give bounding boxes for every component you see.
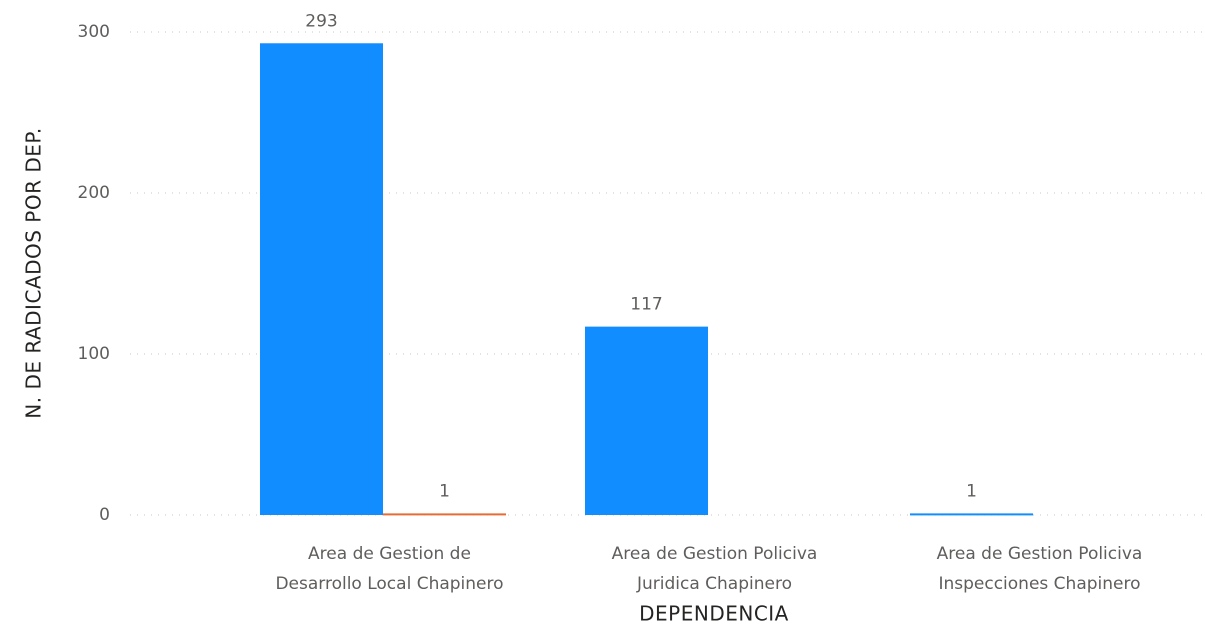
x-tick-label: Area de Gestion de: [308, 544, 471, 564]
bar: [585, 326, 708, 515]
y-tick-label: 200: [78, 183, 110, 203]
data-label: 1: [439, 481, 450, 501]
x-tick-label: Inspecciones Chapinero: [938, 574, 1140, 594]
data-label: 1: [966, 481, 977, 501]
bar: [383, 513, 506, 516]
x-tick-label: Area de Gestion Policiva: [937, 544, 1143, 564]
bar: [260, 43, 383, 516]
x-tick-label: Juridica Chapinero: [636, 574, 792, 594]
y-tick-label: 300: [78, 22, 110, 42]
y-axis-title: N. DE RADICADOS POR DEP.: [22, 127, 46, 418]
y-tick-label: 0: [99, 505, 110, 525]
x-tick-label: Desarrollo Local Chapinero: [275, 574, 503, 594]
y-tick-label: 100: [78, 344, 110, 364]
data-label: 293: [305, 11, 337, 31]
data-label: 117: [630, 295, 662, 315]
x-tick-label: Area de Gestion Policiva: [612, 544, 818, 564]
bar: [910, 513, 1033, 516]
x-axis-title: DEPENDENCIA: [639, 602, 789, 626]
